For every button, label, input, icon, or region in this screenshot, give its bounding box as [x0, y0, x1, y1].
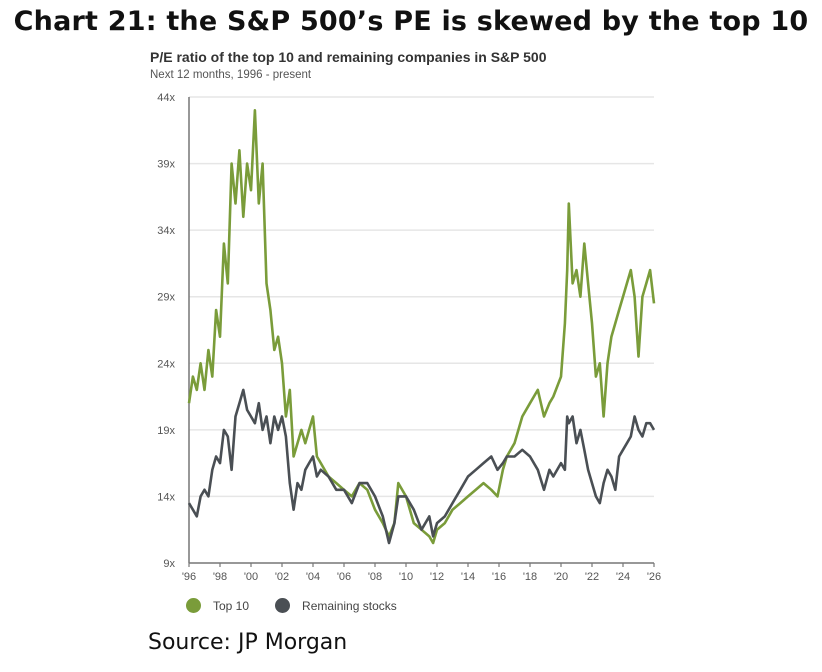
x-tick-label: '10: [399, 571, 413, 583]
y-tick-label: 24x: [157, 358, 175, 370]
y-tick-label: 34x: [157, 225, 175, 237]
legend-marker-remaining: [275, 598, 291, 613]
series-line-top10: [187, 109, 656, 545]
x-tick-label: '98: [213, 571, 227, 583]
page-title: Chart 21: the S&P 500’s PE is skewed by …: [13, 6, 809, 37]
source-note: Source: JP Morgan: [148, 630, 348, 655]
x-tick-label: '96: [182, 571, 196, 583]
legend-label-top10: Top 10: [213, 598, 250, 613]
y-tick-label: 19x: [157, 425, 175, 437]
y-tick-label: 44x: [157, 92, 175, 104]
legend-item-remaining: Remaining stocks: [275, 598, 397, 613]
legend: Top 10 Remaining stocks: [186, 598, 423, 613]
y-tick-label: 9x: [163, 558, 175, 570]
legend-label-remaining: Remaining stocks: [302, 598, 397, 613]
x-tick-label: '20: [554, 571, 568, 583]
y-tick-label: 29x: [157, 292, 175, 304]
x-tick-label: '06: [337, 571, 351, 583]
x-tick-label: '14: [461, 571, 475, 583]
legend-marker-top10: [186, 598, 201, 613]
chart-subtitle: Next 12 months, 1996 - present: [150, 69, 312, 81]
x-tick-label: '12: [430, 571, 444, 583]
x-tick-label: '08: [368, 571, 382, 583]
x-tick-label: '22: [585, 571, 599, 583]
x-tick-label: '02: [275, 571, 289, 583]
y-tick-label: 39x: [157, 159, 175, 171]
x-tick-label: '24: [616, 571, 630, 583]
x-tick-label: '18: [523, 571, 537, 583]
legend-item-top10: Top 10: [186, 598, 249, 613]
x-tick-label: '26: [647, 571, 661, 583]
series-line-remaining-stocks: [187, 388, 656, 545]
x-tick-label: '00: [244, 571, 258, 583]
chart-title: P/E ratio of the top 10 and remaining co…: [150, 49, 547, 65]
y-tick-label: 14x: [157, 491, 175, 503]
x-tick-label: '04: [306, 571, 320, 583]
x-tick-label: '16: [492, 571, 506, 583]
